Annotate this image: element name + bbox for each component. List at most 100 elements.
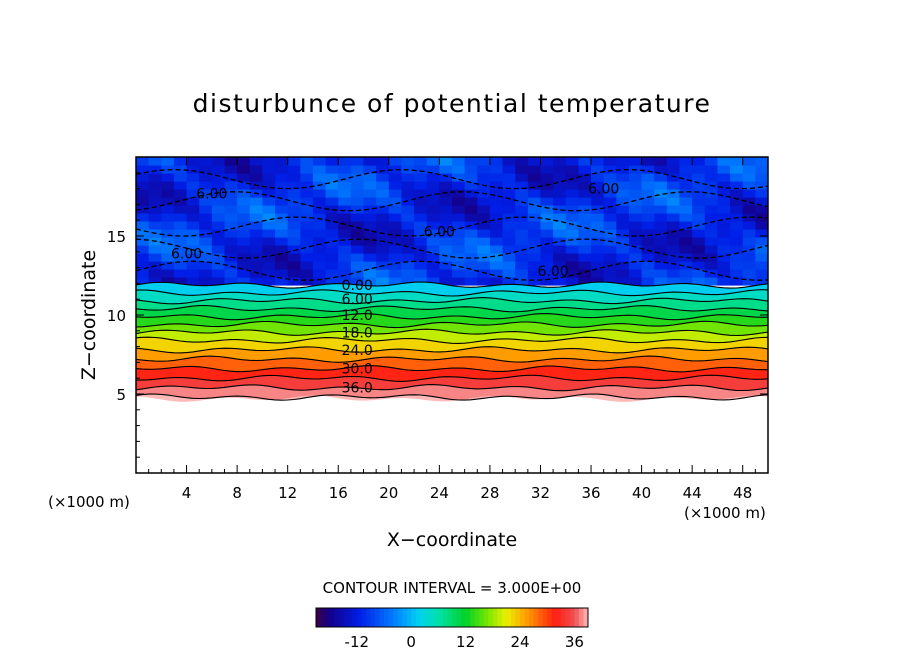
- field-cell: [603, 252, 617, 262]
- field-cell: [755, 204, 768, 214]
- field-cell: [136, 204, 150, 214]
- field-cell: [338, 172, 352, 182]
- field-cell: [742, 228, 756, 238]
- field-cell: [464, 268, 478, 278]
- field-cell: [679, 204, 693, 214]
- field-cell: [136, 220, 150, 230]
- field-cell: [515, 164, 529, 174]
- field-cell: [325, 196, 339, 206]
- field-cell: [173, 244, 188, 254]
- field-cell: [666, 164, 681, 174]
- field-cell: [628, 180, 643, 190]
- field-cell: [287, 268, 301, 278]
- colorbar-cell: [338, 608, 344, 627]
- field-cell: [363, 157, 377, 166]
- field-cell: [186, 157, 200, 166]
- field-cell: [704, 157, 719, 166]
- field-cell: [401, 228, 415, 238]
- field-cell: [565, 252, 579, 262]
- colorbar-cell: [370, 608, 376, 627]
- field-cell: [237, 157, 251, 166]
- field-cell: [287, 252, 301, 262]
- field-cell: [489, 244, 504, 254]
- field-cell: [603, 157, 617, 166]
- field-cell: [553, 212, 567, 222]
- field-cell: [388, 196, 403, 206]
- contour-line: [136, 365, 768, 373]
- field-cell: [578, 260, 592, 270]
- field-cell: [237, 228, 251, 238]
- field-cell: [262, 188, 276, 198]
- field-cell: [641, 228, 655, 238]
- field-cell: [565, 196, 579, 206]
- field-cell: [591, 204, 605, 214]
- field-cell: [350, 228, 365, 238]
- field-cell: [186, 204, 200, 214]
- field-cell: [312, 164, 327, 174]
- field-cell: [211, 164, 226, 174]
- colorbar-cell: [420, 608, 426, 627]
- contour-labels: 6.006.006.006.006.000.006.0012.018.024.0…: [171, 182, 619, 397]
- field-cell: [452, 268, 466, 278]
- field-cell: [679, 268, 693, 278]
- field-cell: [439, 164, 453, 174]
- field-cell: [755, 236, 768, 246]
- field-cell: [616, 268, 630, 278]
- field-cell: [603, 172, 617, 182]
- field-cell: [312, 236, 327, 246]
- field-cell: [704, 172, 719, 182]
- y-tick-label: 15: [107, 228, 126, 246]
- field-cell: [591, 244, 605, 254]
- field-cell: [666, 212, 681, 222]
- field-cell: [237, 180, 251, 190]
- field-cell: [527, 260, 542, 270]
- field-cell: [641, 180, 655, 190]
- field-cell: [249, 196, 263, 206]
- field-cell: [515, 252, 529, 262]
- field-cell: [376, 172, 390, 182]
- field-cell: [616, 236, 630, 246]
- field-cell: [312, 228, 327, 238]
- field-cell: [211, 228, 226, 238]
- field-cell: [578, 157, 592, 166]
- field-cell: [224, 268, 238, 278]
- field-cell: [237, 244, 251, 254]
- field-cell: [692, 188, 706, 198]
- field-cell: [439, 220, 453, 230]
- colorbar: [316, 608, 589, 627]
- contour-line: [136, 328, 768, 337]
- x-tick-label: 12: [278, 484, 297, 502]
- field-cell: [692, 196, 706, 206]
- field-cell: [452, 276, 466, 286]
- field-cell: [300, 212, 314, 222]
- colorbar-cell: [379, 608, 385, 627]
- field-cell: [224, 212, 238, 222]
- field-cell: [755, 268, 768, 278]
- field-cell: [477, 212, 491, 222]
- field-cell: [426, 157, 440, 166]
- field-cell: [666, 157, 681, 166]
- field-cell: [275, 260, 289, 270]
- field-cell: [502, 252, 516, 262]
- field-cell: [641, 172, 655, 182]
- field-cell: [477, 172, 491, 182]
- field-cell: [249, 236, 263, 246]
- colorbar-cell: [384, 608, 389, 627]
- field-cell: [578, 244, 592, 254]
- field-cell: [527, 180, 542, 190]
- field-cell: [148, 172, 162, 182]
- field-cell: [237, 164, 251, 174]
- field-cell: [275, 244, 289, 254]
- field-cell: [616, 204, 630, 214]
- field-cell: [325, 252, 339, 262]
- field-cell: [325, 180, 339, 190]
- field-cell: [148, 188, 162, 198]
- field-cell: [616, 260, 630, 270]
- contour-band: [136, 329, 768, 344]
- field-cell: [755, 276, 768, 286]
- field-cell: [199, 188, 213, 198]
- field-cell: [742, 212, 756, 222]
- field-cell: [628, 228, 643, 238]
- field-cell: [578, 212, 592, 222]
- field-cell: [414, 180, 428, 190]
